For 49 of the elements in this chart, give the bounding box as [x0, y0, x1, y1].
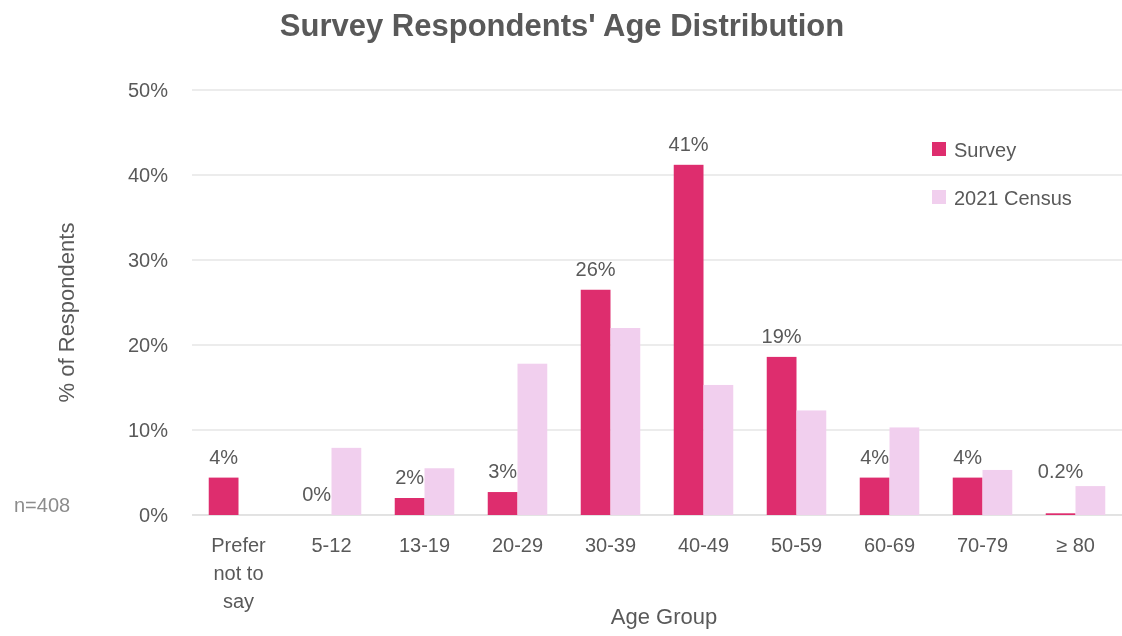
bar [424, 468, 455, 515]
x-tick-label: 70-79 [956, 534, 1009, 556]
chart-title: Survey Respondents' Age Distribution [279, 8, 845, 43]
bar [673, 164, 704, 515]
bar [766, 356, 797, 515]
bar [610, 328, 641, 515]
x-tick-label: 60-69 [863, 534, 916, 556]
x-axis-title: Age Group [610, 604, 718, 629]
data-label: 19% [761, 324, 802, 347]
bar [580, 289, 611, 515]
y-tick-label: 20% [127, 334, 169, 356]
bar [1075, 486, 1106, 515]
bar [208, 477, 239, 515]
x-tick-label: 5-12 [311, 534, 352, 556]
x-tick-label: 40-49 [677, 534, 730, 556]
y-axis-title: % of Respondents [54, 222, 79, 403]
bar [889, 427, 920, 515]
x-tick-label: 50-59 [770, 534, 823, 556]
y-tick-label: 50% [127, 79, 169, 101]
x-tick-label: 20-29 [491, 534, 544, 556]
x-tick-label: Prefer not to say [211, 534, 267, 612]
bar [487, 492, 518, 515]
y-tick-label: 10% [127, 419, 169, 441]
x-tick-label: 13-19 [398, 534, 451, 556]
legend-label: 2021 Census [954, 187, 1072, 209]
data-label: 26% [575, 257, 616, 280]
data-label: 2% [395, 466, 425, 488]
bar [859, 477, 890, 515]
bar [982, 469, 1013, 515]
bar [796, 410, 827, 515]
x-tick-label: ≥ 80 [1056, 534, 1095, 556]
y-tick-label: 30% [127, 249, 169, 271]
text: n=408 [14, 494, 71, 516]
data-label: 4% [953, 445, 983, 468]
data-label: 4% [209, 445, 239, 468]
data-label: 4% [860, 445, 890, 468]
data-label: 41% [668, 132, 709, 155]
bar [952, 477, 983, 515]
bar [517, 363, 548, 515]
y-tick-label: 0% [139, 504, 169, 526]
bar [394, 498, 425, 515]
bar [331, 447, 362, 515]
data-label: 3% [488, 460, 518, 483]
legend-label: Survey [954, 139, 1017, 161]
data-label: 0.2% [1037, 460, 1084, 483]
data-label: 0% [302, 483, 332, 505]
x-tick-label: 30-39 [584, 534, 637, 556]
y-tick-label: 40% [127, 164, 169, 186]
bar [703, 384, 734, 515]
